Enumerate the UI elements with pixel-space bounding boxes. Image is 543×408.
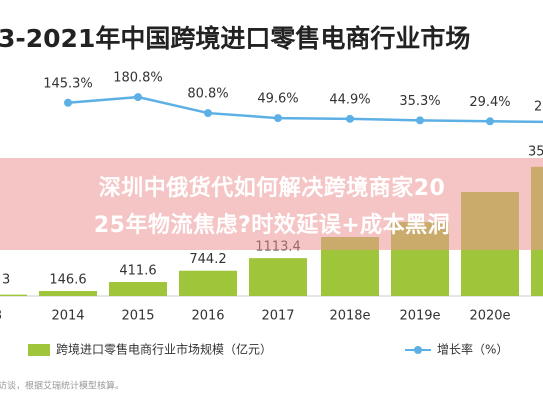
point xyxy=(486,117,494,126)
chart-title: 3-2021年中国跨境进口零售电商行业市场 xyxy=(0,24,470,53)
x-tick-label: 3 xyxy=(0,309,2,324)
bar xyxy=(39,291,97,296)
x-tick-label: 2015 xyxy=(121,309,154,324)
legend-swatch xyxy=(28,344,50,356)
source: 访谈，根据艾瑞统计模型核算。 xyxy=(0,380,124,392)
line xyxy=(67,95,543,124)
bar xyxy=(249,258,307,296)
data-label: 744.2 xyxy=(189,252,226,267)
legend-label: 增长率（%） xyxy=(437,342,508,357)
x-tick-label: 2014 xyxy=(51,309,84,324)
cut-label: 2 xyxy=(534,100,542,115)
point xyxy=(134,93,142,102)
legend-swatch xyxy=(414,346,422,354)
cut-label: 35 xyxy=(528,145,543,160)
point xyxy=(204,109,212,118)
legend-label: 跨境进口零售电商行业市场规模（亿元） xyxy=(56,342,272,357)
data-label: 145.3% xyxy=(43,76,93,91)
data-label: 49.6% xyxy=(257,92,298,107)
overlay-band xyxy=(0,158,543,250)
data-label: 146.6 xyxy=(49,273,86,288)
point xyxy=(64,98,72,107)
x-tick-label: 2020e xyxy=(469,309,510,324)
bar xyxy=(179,270,237,296)
overlay-text: 25年物流焦虑?时效延误+成本黑洞 xyxy=(94,212,450,238)
data-label: 80.8% xyxy=(187,87,228,102)
data-label: 35.3% xyxy=(399,94,440,109)
x-tick-label: 2018e xyxy=(329,309,370,324)
point xyxy=(274,114,282,123)
data-label: 44.9% xyxy=(329,92,370,107)
data-label: 29.4% xyxy=(469,95,510,110)
cut-label: 3 xyxy=(2,273,10,288)
point xyxy=(346,114,354,123)
x-tick-label: 2017 xyxy=(261,309,294,324)
x-tick-label: 2019e xyxy=(399,309,440,324)
bar xyxy=(109,282,167,296)
point xyxy=(416,116,424,125)
x-tick-label: 2016 xyxy=(191,309,224,324)
data-label: 180.8% xyxy=(113,71,163,86)
data-label: 411.6 xyxy=(119,264,156,279)
bar xyxy=(0,294,27,296)
overlay-text: 深圳中俄货代如何解决跨境商家20 xyxy=(99,175,446,201)
